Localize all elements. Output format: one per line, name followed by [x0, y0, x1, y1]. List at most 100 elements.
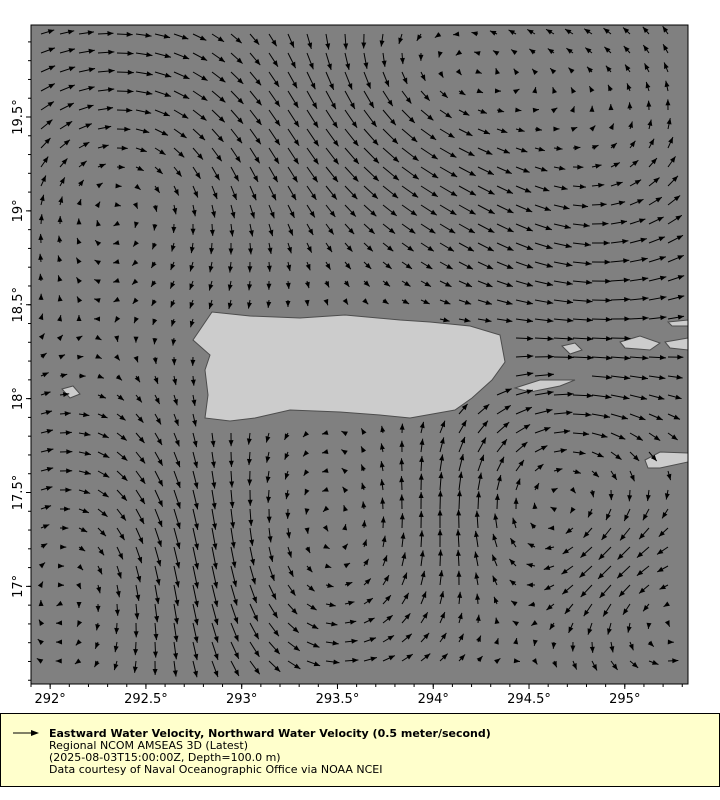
velocity-arrow — [58, 354, 66, 360]
velocity-arrow — [572, 317, 593, 323]
velocity-arrow — [40, 119, 53, 130]
velocity-arrow — [493, 596, 499, 605]
velocity-arrow — [382, 655, 396, 662]
velocity-arrow — [249, 52, 261, 66]
velocity-arrow — [363, 52, 369, 69]
velocity-arrow — [401, 204, 418, 216]
velocity-arrow — [363, 656, 377, 662]
velocity-arrow — [325, 166, 339, 183]
velocity-arrow — [362, 298, 369, 305]
velocity-arrow — [492, 575, 498, 586]
velocity-arrow — [211, 204, 216, 218]
velocity-arrow — [344, 90, 356, 110]
velocity-arrow — [192, 109, 207, 121]
velocity-arrow — [363, 637, 377, 643]
velocity-arrow — [568, 67, 575, 74]
velocity-arrow — [496, 223, 514, 233]
velocity-arrow — [605, 508, 612, 521]
velocity-arrow — [458, 204, 476, 215]
velocity-arrow — [249, 128, 262, 145]
velocity-arrow — [133, 355, 139, 363]
velocity-arrow — [420, 653, 431, 662]
velocity-arrow — [360, 464, 366, 472]
velocity-arrow — [344, 638, 358, 644]
lon-tick-label: 294° — [418, 692, 449, 707]
velocity-arrow — [266, 280, 272, 290]
velocity-arrow — [192, 147, 204, 160]
velocity-arrow — [438, 472, 444, 491]
velocity-arrow — [547, 48, 555, 55]
velocity-arrow — [543, 565, 555, 570]
velocity-arrow — [135, 128, 150, 134]
velocity-arrow — [667, 314, 685, 320]
velocity-arrow — [667, 156, 676, 168]
velocity-arrow — [645, 81, 651, 92]
st-thomas-land — [619, 335, 662, 351]
velocity-arrow — [113, 278, 120, 283]
velocity-arrow — [382, 574, 390, 586]
velocity-arrow — [512, 517, 517, 529]
velocity-arrow — [208, 280, 214, 291]
velocity-arrow — [268, 109, 281, 127]
velocity-arrow — [76, 582, 82, 590]
velocity-arrow — [230, 147, 241, 163]
velocity-arrow — [496, 456, 505, 472]
velocity-arrow — [93, 316, 101, 322]
velocity-arrow — [665, 99, 671, 111]
velocity-arrow — [439, 204, 457, 216]
velocity-arrow — [40, 352, 47, 359]
velocity-arrow — [549, 622, 556, 630]
velocity-arrow — [552, 660, 558, 668]
velocity-arrow — [648, 275, 667, 282]
velocity-arrow — [648, 256, 667, 263]
velocity-arrow — [572, 279, 593, 285]
velocity-arrow — [173, 603, 179, 625]
velocity-arrow — [591, 278, 612, 284]
velocity-arrow — [572, 450, 586, 456]
velocity-arrow — [230, 527, 236, 549]
velocity-arrow — [534, 185, 550, 192]
velocity-arrow — [76, 198, 82, 206]
velocity-arrow — [496, 318, 513, 323]
velocity-arrow — [40, 524, 50, 530]
velocity-arrow — [416, 33, 423, 42]
velocity-arrow — [618, 584, 631, 597]
velocity-arrow — [248, 508, 254, 527]
velocity-arrow — [477, 223, 495, 234]
velocity-arrow — [509, 579, 517, 586]
velocity-arrow — [268, 90, 281, 107]
velocity-arrow — [623, 45, 631, 54]
velocity-arrow — [150, 261, 157, 269]
velocity-arrow — [172, 660, 178, 677]
velocity-arrow — [268, 603, 279, 619]
velocity-arrow — [658, 527, 669, 537]
velocity-arrow — [134, 221, 139, 229]
velocity-arrow — [135, 527, 144, 544]
velocity-arrow — [552, 87, 558, 94]
velocity-arrow — [152, 223, 158, 231]
velocity-arrow — [97, 106, 114, 112]
velocity-arrow — [116, 164, 125, 170]
velocity-arrow — [344, 657, 359, 663]
velocity-arrow — [325, 621, 338, 627]
velocity-arrow — [325, 90, 337, 110]
velocity-arrow — [116, 489, 128, 502]
velocity-arrow — [211, 660, 219, 678]
velocity-arrow — [617, 546, 631, 560]
velocity-arrow — [76, 296, 83, 303]
culebra-land — [561, 342, 583, 355]
velocity-arrow — [306, 223, 314, 236]
velocity-arrow — [379, 461, 385, 472]
velocity-arrow — [230, 546, 237, 568]
velocity-arrow — [268, 622, 280, 637]
velocity-arrow — [626, 622, 632, 633]
velocity-arrow — [496, 299, 513, 305]
velocity-arrow — [39, 194, 45, 206]
velocity-arrow — [78, 431, 91, 437]
velocity-arrow — [55, 620, 63, 626]
velocity-arrow — [399, 513, 405, 529]
velocity-arrow — [305, 261, 311, 271]
velocity-arrow — [78, 141, 90, 149]
velocity-arrow — [287, 33, 295, 48]
velocity-arrow — [401, 242, 414, 252]
